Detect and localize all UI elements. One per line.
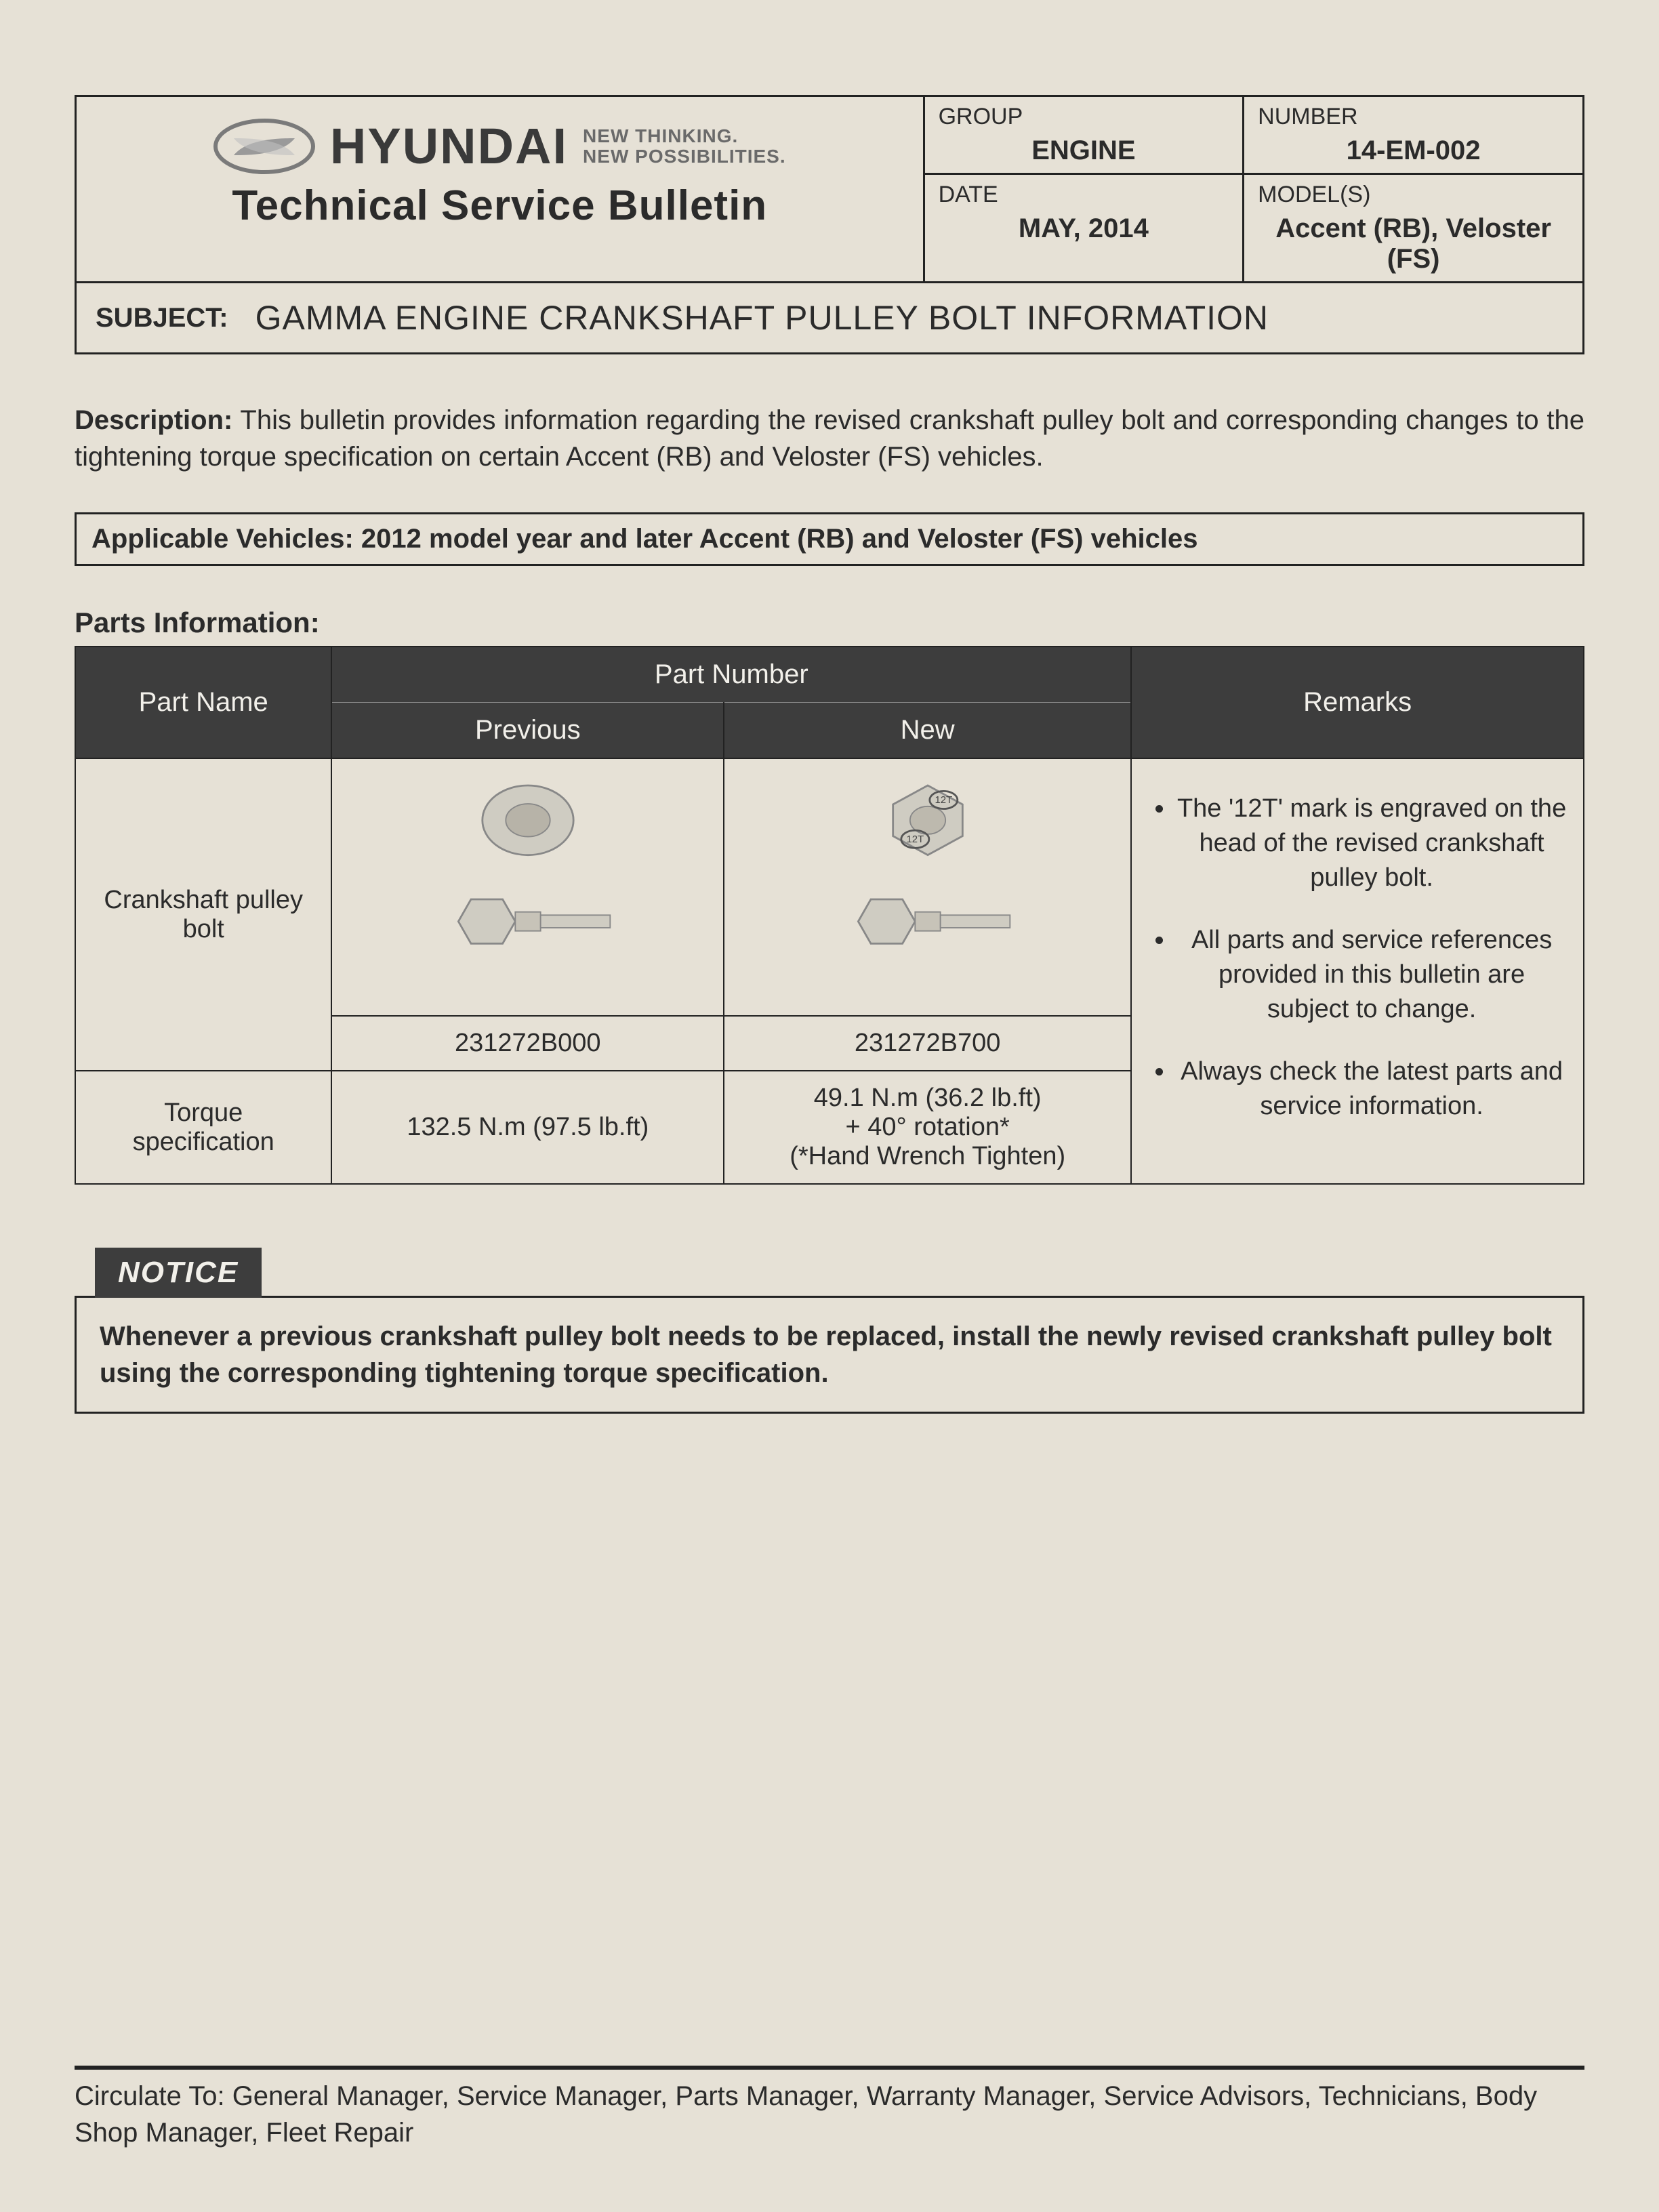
footer-text: Circulate To: General Manager, Service M… [75, 2078, 1584, 2151]
number-label: NUMBER [1258, 104, 1569, 130]
previous-pn: 231272B000 [331, 1016, 724, 1071]
brand-name: HYUNDAI [330, 117, 568, 175]
brand-cell: HYUNDAI NEW THINKING. NEW POSSIBILITIES.… [77, 97, 925, 281]
notice-body: Whenever a previous crankshaft pulley bo… [75, 1296, 1584, 1414]
svg-text:12T: 12T [906, 834, 924, 845]
subject-text: GAMMA ENGINE CRANKSHAFT PULLEY BOLT INFO… [255, 298, 1269, 337]
torque-new: 49.1 N.m (36.2 lb.ft) + 40° rotation* (*… [724, 1071, 1131, 1184]
group-cell: GROUP ENGINE [925, 97, 1245, 175]
applicable-vehicles: Applicable Vehicles: 2012 model year and… [75, 512, 1584, 566]
parts-table: Part Name Part Number Remarks Previous N… [75, 646, 1584, 1185]
models-label: MODEL(S) [1258, 182, 1569, 208]
description-body: This bulletin provides information regar… [75, 405, 1584, 472]
hyundai-logo-icon [213, 118, 315, 175]
group-label: GROUP [939, 104, 1229, 130]
notice-section: NOTICE Whenever a previous crankshaft pu… [75, 1246, 1584, 1414]
remark-item: Always check the latest parts and servic… [1175, 1054, 1568, 1124]
new-pn: 231272B700 [724, 1016, 1131, 1071]
torque-previous: 132.5 N.m (97.5 lb.ft) [331, 1071, 724, 1184]
tagline-1: NEW THINKING. [583, 125, 738, 146]
bolt-new-icon: 12T 12T [833, 776, 1023, 991]
remarks-cell: The '12T' mark is engraved on the head o… [1131, 758, 1584, 1184]
number-cell: NUMBER 14-EM-002 [1244, 97, 1582, 175]
torque-label: Torque specification [75, 1071, 331, 1184]
subject-label: SUBJECT: [96, 303, 228, 333]
models-value: Accent (RB), Veloster (FS) [1258, 213, 1569, 274]
previous-bolt-image [331, 758, 724, 1016]
tsb-title: Technical Service Bulletin [94, 182, 906, 230]
brand-tagline: NEW THINKING. NEW POSSIBILITIES. [583, 126, 786, 166]
number-value: 14-EM-002 [1258, 136, 1569, 166]
description: Description: This bulletin provides info… [75, 402, 1584, 475]
header-grid: HYUNDAI NEW THINKING. NEW POSSIBILITIES.… [75, 95, 1584, 283]
description-lead: Description: [75, 405, 232, 435]
th-new: New [724, 703, 1131, 759]
th-previous: Previous [331, 703, 724, 759]
group-value: ENGINE [939, 136, 1229, 166]
new-bolt-image: 12T 12T [724, 758, 1131, 1016]
date-label: DATE [939, 182, 1229, 208]
footer: Circulate To: General Manager, Service M… [75, 2056, 1584, 2151]
date-value: MAY, 2014 [939, 213, 1229, 244]
date-cell: DATE MAY, 2014 [925, 175, 1245, 281]
bolt-previous-icon [433, 776, 623, 991]
remark-item: All parts and service references provide… [1175, 923, 1568, 1027]
footer-rule [75, 2066, 1584, 2070]
notice-tab: NOTICE [95, 1248, 262, 1298]
torque-new-l3: (*Hand Wrench Tighten) [739, 1142, 1115, 1171]
subject-bar: SUBJECT: GAMMA ENGINE CRANKSHAFT PULLEY … [75, 283, 1584, 354]
th-part-name: Part Name [75, 647, 331, 758]
svg-text:12T: 12T [935, 794, 952, 806]
tsb-page: HYUNDAI NEW THINKING. NEW POSSIBILITIES.… [0, 0, 1659, 2212]
parts-section-title: Parts Information: [75, 607, 1584, 639]
torque-new-l2: + 40° rotation* [739, 1113, 1115, 1142]
torque-new-l1: 49.1 N.m (36.2 lb.ft) [739, 1084, 1115, 1113]
row-part-name: Crankshaft pulley bolt [75, 758, 331, 1071]
tagline-2: NEW POSSIBILITIES. [583, 146, 786, 167]
remarks-list: The '12T' mark is engraved on the head o… [1147, 792, 1568, 1124]
models-cell: MODEL(S) Accent (RB), Veloster (FS) [1244, 175, 1582, 281]
th-part-number: Part Number [331, 647, 1131, 703]
th-remarks: Remarks [1131, 647, 1584, 758]
remark-item: The '12T' mark is engraved on the head o… [1175, 792, 1568, 896]
